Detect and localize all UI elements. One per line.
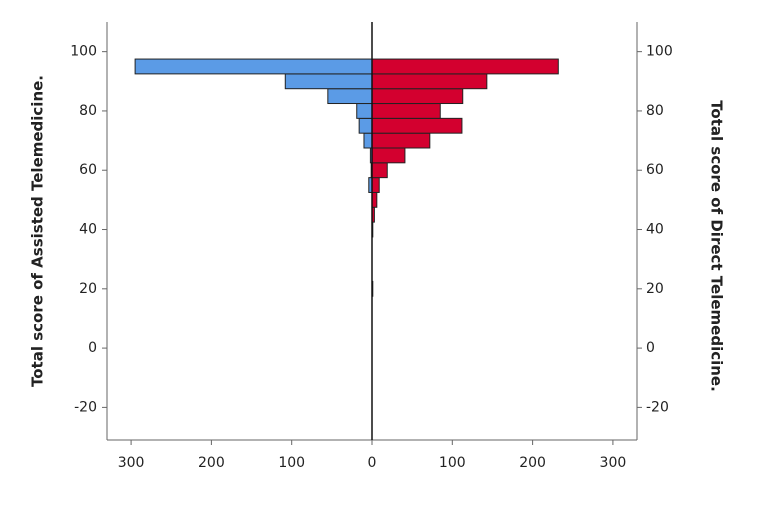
- y-axis-title: Total score of Assisted Telemedicine.: [29, 75, 47, 387]
- x-tick-label: 100: [439, 455, 466, 471]
- bar: [358, 117, 373, 134]
- y-tick-label: -20: [74, 399, 97, 415]
- bar: [371, 147, 406, 164]
- y-tick-label: 40: [79, 222, 97, 238]
- bar: [356, 103, 373, 119]
- x-tick-label: 100: [278, 455, 305, 471]
- y2-axis-title: Total score of Direct Telemedicine.: [708, 100, 726, 392]
- bar: [371, 73, 488, 90]
- bar: [371, 88, 464, 105]
- y2-tick-label: 40: [646, 222, 664, 238]
- y-tick-label: 20: [79, 281, 97, 297]
- y2-tick-label: -20: [646, 399, 669, 415]
- y2-tick-label: 80: [646, 103, 664, 119]
- y2-tick-label: 0: [646, 340, 655, 356]
- y2-tick-label: 100: [646, 44, 673, 60]
- y-tick-label: 80: [79, 103, 97, 119]
- x-tick-label: 0: [368, 455, 377, 471]
- y-tick-label: 60: [79, 162, 97, 178]
- y-tick-label: 0: [88, 340, 97, 356]
- bar: [371, 177, 380, 193]
- bar: [284, 73, 373, 90]
- x-tick-label: 200: [198, 455, 225, 471]
- x-tick-label: 300: [600, 455, 627, 471]
- bar: [371, 103, 441, 119]
- y2-tick-label: 20: [646, 281, 664, 297]
- bar: [371, 58, 559, 75]
- bar: [371, 132, 431, 149]
- x-tick-label: 300: [118, 455, 145, 471]
- bar: [371, 162, 388, 179]
- bar: [363, 132, 373, 149]
- bar: [371, 117, 463, 134]
- bar: [327, 88, 373, 105]
- x-tick-label: 200: [519, 455, 546, 471]
- y-tick-label: 100: [70, 44, 97, 60]
- y2-tick-label: 60: [646, 162, 664, 178]
- bar: [134, 58, 373, 75]
